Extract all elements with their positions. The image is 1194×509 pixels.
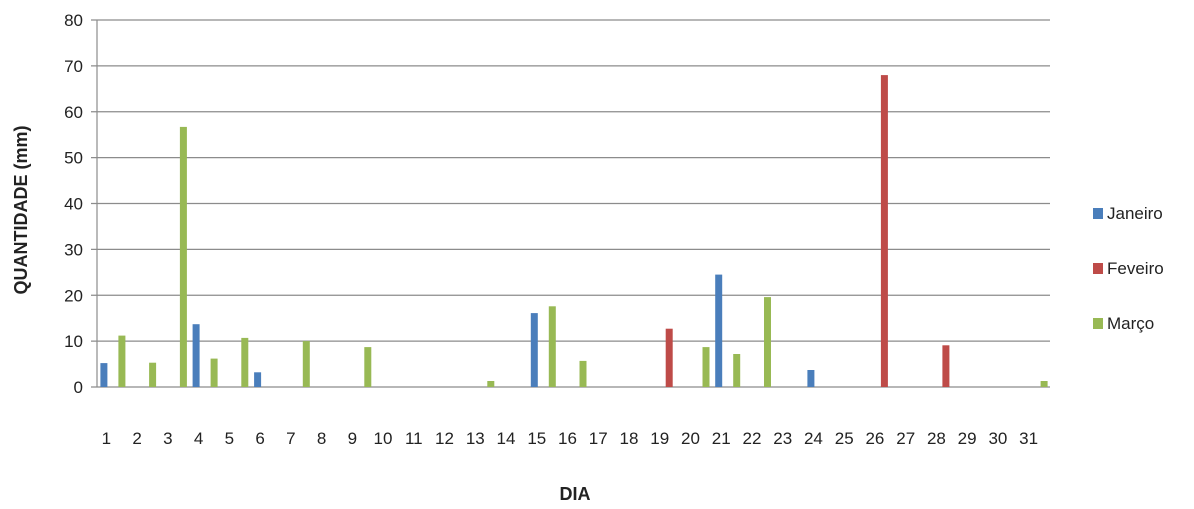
bar-janeiro-day-24	[807, 370, 815, 387]
bar-feveiro-day-19	[665, 328, 673, 387]
bar-maro-day-31	[1040, 381, 1048, 387]
bar-maro-day-9	[364, 347, 372, 387]
bar-feveiro-day-26	[880, 75, 888, 387]
bar-feveiro-day-28	[942, 345, 950, 387]
x-tick-label: 6	[255, 429, 264, 448]
gridlines	[91, 19, 1050, 388]
bar-janeiro-day-15	[530, 313, 538, 387]
bar-maro-day-4	[210, 358, 218, 387]
bar-maro-day-13	[487, 381, 495, 387]
x-tick-label: 11	[405, 429, 423, 448]
x-tick-label: 5	[225, 429, 234, 448]
x-tick-label: 12	[435, 429, 454, 448]
bar-janeiro-day-6	[254, 372, 262, 387]
bar-maro-day-1	[118, 335, 126, 387]
legend: Janeiro Feveiro Março	[1093, 204, 1164, 333]
bar-maro-day-21	[733, 354, 741, 387]
y-tick-label: 80	[64, 11, 83, 30]
x-tick-label: 4	[194, 429, 203, 448]
y-tick-label: 60	[64, 103, 83, 122]
x-tick-label: 16	[558, 429, 577, 448]
x-tick-label: 30	[988, 429, 1007, 448]
x-tick-label: 31	[1019, 429, 1038, 448]
y-tick-label: 40	[64, 195, 83, 214]
y-tick-label: 0	[74, 378, 83, 397]
bar-janeiro-day-1	[100, 363, 108, 387]
bar-maro-day-2	[149, 362, 157, 387]
bar-maro-day-15	[548, 306, 556, 387]
y-axis-title: QUANTIDADE (mm)	[11, 125, 31, 294]
y-tick-labels: 0 10 20 30 40 50 60 70 80	[64, 11, 83, 397]
y-tick-label: 70	[64, 57, 83, 76]
x-tick-label: 15	[527, 429, 546, 448]
x-tick-labels: 1 2 3 4 5 6 7 8 9 10 11 12 13 14 15 16 17 18 19 20 21 22 23 24 2…	[102, 429, 1038, 448]
bar-maro-day-20	[702, 347, 710, 387]
x-tick-label: 7	[286, 429, 295, 448]
x-tick-label: 3	[163, 429, 172, 448]
x-tick-label: 21	[712, 429, 731, 448]
x-tick-label: 17	[589, 429, 608, 448]
bar-maro-day-7	[302, 341, 310, 387]
x-tick-label: 24	[804, 429, 823, 448]
bar-janeiro-day-21	[715, 274, 723, 387]
x-tick-label: 23	[773, 429, 792, 448]
bar-maro-day-22	[764, 297, 771, 387]
y-tick-label: 20	[64, 286, 83, 305]
x-tick-label: 18	[620, 429, 639, 448]
bar-maro-day-16	[579, 360, 587, 387]
legend-swatch	[1093, 263, 1103, 274]
x-tick-label: 28	[927, 429, 946, 448]
x-tick-label: 8	[317, 429, 326, 448]
x-tick-label: 25	[835, 429, 854, 448]
x-tick-label: 29	[958, 429, 977, 448]
x-tick-label: 13	[466, 429, 485, 448]
x-tick-label: 26	[865, 429, 884, 448]
legend-swatch	[1093, 208, 1103, 219]
x-tick-label: 19	[650, 429, 669, 448]
x-tick-label: 1	[102, 429, 111, 448]
x-tick-label: 27	[896, 429, 915, 448]
x-tick-label: 9	[348, 429, 357, 448]
x-tick-label: 14	[497, 429, 516, 448]
y-tick-label: 50	[64, 149, 83, 168]
y-tick-label: 10	[64, 332, 83, 351]
x-tick-label: 10	[374, 429, 393, 448]
bar-janeiro-day-4	[192, 324, 200, 387]
legend-label: Feveiro	[1107, 259, 1164, 278]
bar-maro-day-3	[179, 126, 187, 388]
legend-label: Janeiro	[1107, 204, 1163, 223]
legend-swatch	[1093, 318, 1103, 329]
x-tick-label: 2	[132, 429, 141, 448]
bars	[100, 75, 1048, 388]
x-tick-label: 22	[743, 429, 762, 448]
legend-label: Março	[1107, 314, 1154, 333]
y-tick-label: 30	[64, 240, 83, 259]
bar-maro-day-5	[241, 337, 249, 387]
x-tick-label: 20	[681, 429, 700, 448]
x-axis-title: DIA	[560, 484, 591, 504]
